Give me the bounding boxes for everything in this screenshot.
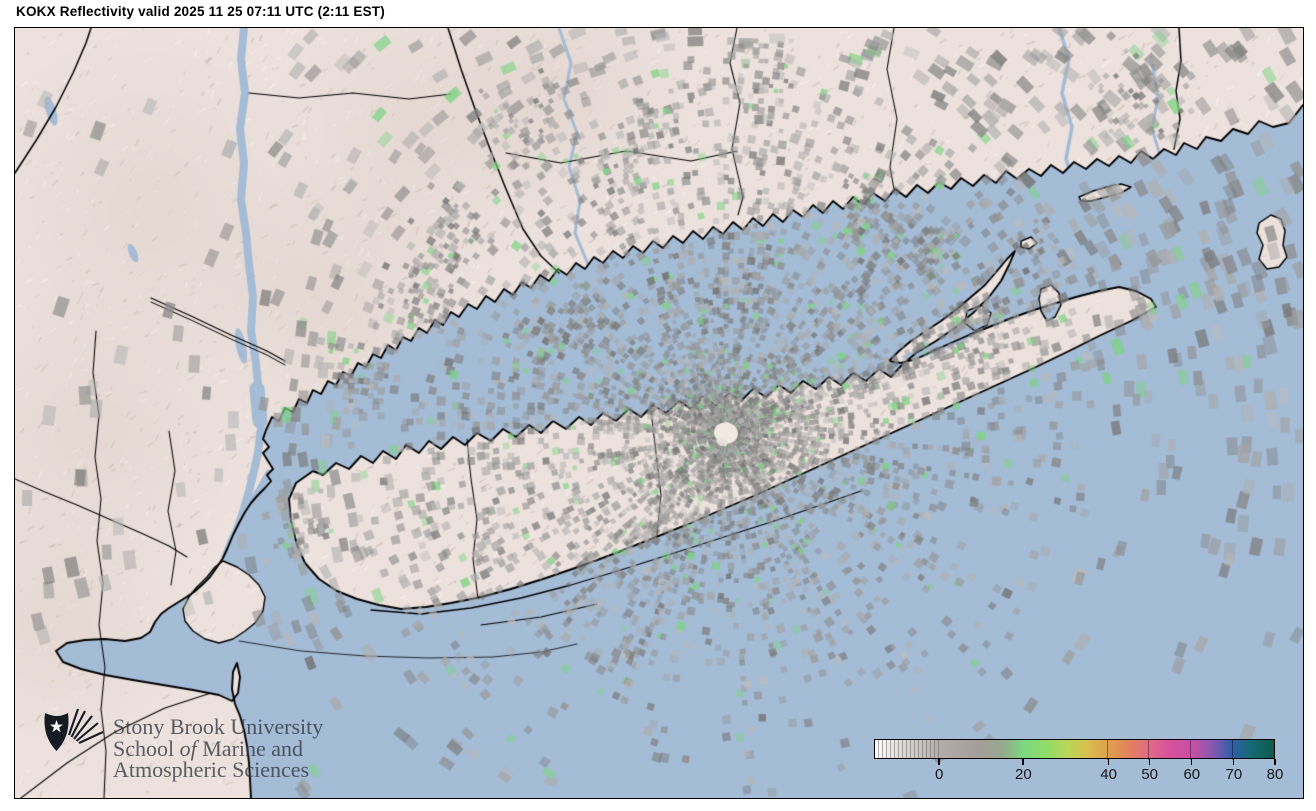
colorbar-tick-label: 40 [1100, 766, 1117, 783]
colorbar-tick-label: 0 [934, 766, 944, 783]
colorbar-tick [1022, 759, 1024, 765]
colorbar-tick [1190, 759, 1193, 765]
colorbar-tick [1148, 759, 1151, 765]
colorbar-striations [875, 740, 940, 758]
colorbar-tick-label: 80 [1266, 766, 1284, 783]
colorbar-tick-label: 50 [1141, 766, 1159, 783]
colorbar-tick [1107, 759, 1110, 765]
colorbar-tick [1274, 759, 1276, 765]
colorbar-separator [1190, 740, 1192, 760]
colorbar-tick [1232, 759, 1235, 765]
colorbar-tick-label: 70 [1225, 766, 1243, 783]
page-title: KOKX Reflectivity valid 2025 11 25 07:11… [16, 4, 385, 19]
colorbar-tick-label: 60 [1183, 766, 1201, 783]
colorbar-separator [1232, 740, 1234, 760]
colorbar-separator [1148, 740, 1150, 760]
logo-line-1: Stony Brook University [113, 714, 324, 739]
colorbar-tick-label: 20 [1015, 766, 1032, 783]
colorbar-gradient [874, 739, 1275, 760]
radar-map: Stony Brook University School of Marine … [14, 27, 1304, 799]
colorbar-tick [938, 759, 940, 765]
sbu-logo-text: Stony Brook University School of Marine … [113, 716, 323, 781]
colorbar-separator [1107, 740, 1109, 760]
radar-map-canvas [15, 28, 1303, 798]
logo-line-2: School of Marine and [113, 735, 304, 761]
reflectivity-colorbar: 0 20 40 50 60 70 80 [874, 739, 1283, 785]
sbu-logo: Stony Brook University School of Marine … [41, 708, 323, 781]
sbu-shield-icon [44, 708, 104, 751]
logo-line-3: Atmospheric Sciences [113, 757, 310, 782]
